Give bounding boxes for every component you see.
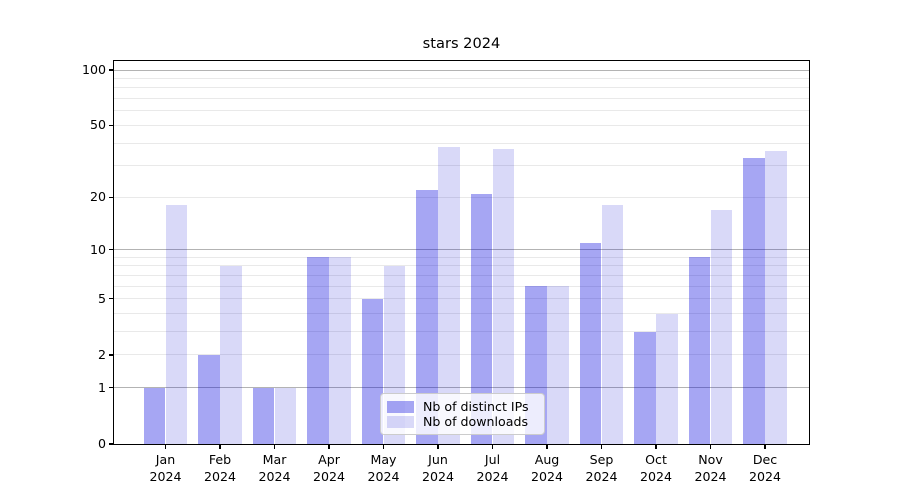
x-tick-mark — [219, 444, 221, 449]
legend: Nb of distinct IPs Nb of downloads — [380, 393, 545, 435]
bar-distinct-ips — [143, 387, 166, 444]
minor-gridline — [114, 265, 809, 267]
x-tick-label: Sep 2024 — [585, 452, 618, 484]
minor-gridline — [114, 285, 809, 287]
bar-distinct-ips — [307, 257, 329, 444]
minor-gridline — [114, 98, 809, 100]
x-tick-mark — [273, 444, 276, 449]
x-tick-label: Dec 2024 — [748, 452, 782, 484]
y-tick-label: 50 — [89, 117, 106, 133]
y-tick-mark — [109, 124, 113, 127]
legend-entry: Nb of distinct IPs — [387, 399, 536, 414]
minor-gridline — [114, 313, 809, 315]
legend-label: Nb of distinct IPs — [423, 399, 529, 414]
legend-label: Nb of downloads — [423, 414, 529, 429]
x-tick-label: May 2024 — [367, 452, 400, 484]
x-tick-mark — [437, 444, 439, 449]
bar-distinct-ips — [470, 193, 493, 444]
y-tick-mark — [109, 354, 113, 356]
minor-gridline — [114, 298, 809, 300]
bar-downloads — [765, 151, 787, 444]
bar-downloads — [547, 286, 569, 444]
y-tick-label: 100 — [81, 62, 106, 78]
x-tick-label: Aug 2024 — [530, 452, 564, 484]
y-tick-mark — [109, 443, 113, 445]
minor-gridline — [114, 275, 809, 277]
y-tick-label: 1 — [97, 379, 106, 395]
x-tick-label: Jul 2024 — [476, 452, 509, 484]
bar-downloads — [220, 265, 242, 444]
y-tick-label: 2 — [97, 346, 106, 362]
y-tick-label: 0 — [97, 436, 106, 451]
legend-entry: Nb of downloads — [387, 414, 536, 429]
y-tick-mark — [109, 196, 113, 198]
x-tick-label: Apr 2024 — [312, 452, 346, 484]
minor-gridline — [114, 78, 809, 80]
x-tick-mark — [655, 444, 657, 449]
y-tick-mark — [109, 387, 113, 389]
minor-gridline — [114, 256, 809, 258]
minor-gridline — [114, 110, 809, 112]
minor-gridline — [114, 142, 809, 144]
x-tick-mark — [382, 444, 385, 449]
bar-downloads — [492, 149, 515, 444]
bar-downloads — [710, 209, 733, 444]
y-tick-label: 20 — [89, 189, 106, 205]
x-tick-label: Nov 2024 — [694, 452, 727, 484]
bar-downloads — [329, 257, 351, 444]
y-tick-mark — [109, 69, 113, 71]
minor-gridline — [114, 354, 809, 356]
minor-gridline — [114, 87, 809, 89]
bar-distinct-ips — [416, 189, 438, 444]
legend-swatch-distinct-ips — [387, 400, 414, 413]
y-tick-mark — [109, 298, 113, 300]
y-tick-label: 5 — [97, 290, 106, 306]
bar-distinct-ips — [252, 387, 275, 444]
bar-distinct-ips — [579, 242, 602, 444]
bar-distinct-ips — [743, 158, 765, 444]
major-gridline — [114, 387, 809, 389]
x-tick-label: Oct 2024 — [639, 452, 673, 484]
minor-gridline — [114, 124, 809, 126]
x-tick-mark — [491, 444, 494, 449]
x-tick-mark — [546, 444, 548, 449]
x-tick-mark — [600, 444, 603, 449]
bar-downloads — [274, 387, 297, 444]
x-tick-label: Feb 2024 — [203, 452, 237, 484]
minor-gridline — [114, 196, 809, 198]
x-tick-mark — [764, 444, 766, 449]
bar-downloads — [601, 205, 624, 444]
bar-distinct-ips — [688, 257, 711, 444]
bar-downloads — [438, 147, 460, 444]
major-gridline — [114, 249, 809, 251]
bar-downloads — [656, 313, 678, 444]
x-tick-mark — [328, 444, 330, 449]
x-tick-label: Jan 2024 — [149, 452, 182, 484]
bar-distinct-ips — [634, 331, 656, 444]
major-gridline — [114, 69, 809, 71]
bar-distinct-ips — [361, 298, 384, 444]
x-tick-mark — [164, 444, 167, 449]
x-tick-mark — [709, 444, 712, 449]
x-tick-label: Jun 2024 — [421, 452, 455, 484]
grid-layer — [114, 61, 809, 444]
chart-title: stars 2024 — [422, 35, 501, 52]
bar-downloads — [165, 205, 188, 444]
legend-swatch-downloads — [387, 415, 414, 428]
x-tick-label: Mar 2024 — [258, 452, 291, 484]
minor-gridline — [114, 165, 809, 167]
y-tick-mark — [109, 249, 113, 251]
y-tick-label: 10 — [89, 241, 106, 257]
bar-distinct-ips — [198, 354, 220, 444]
minor-gridline — [114, 331, 809, 333]
